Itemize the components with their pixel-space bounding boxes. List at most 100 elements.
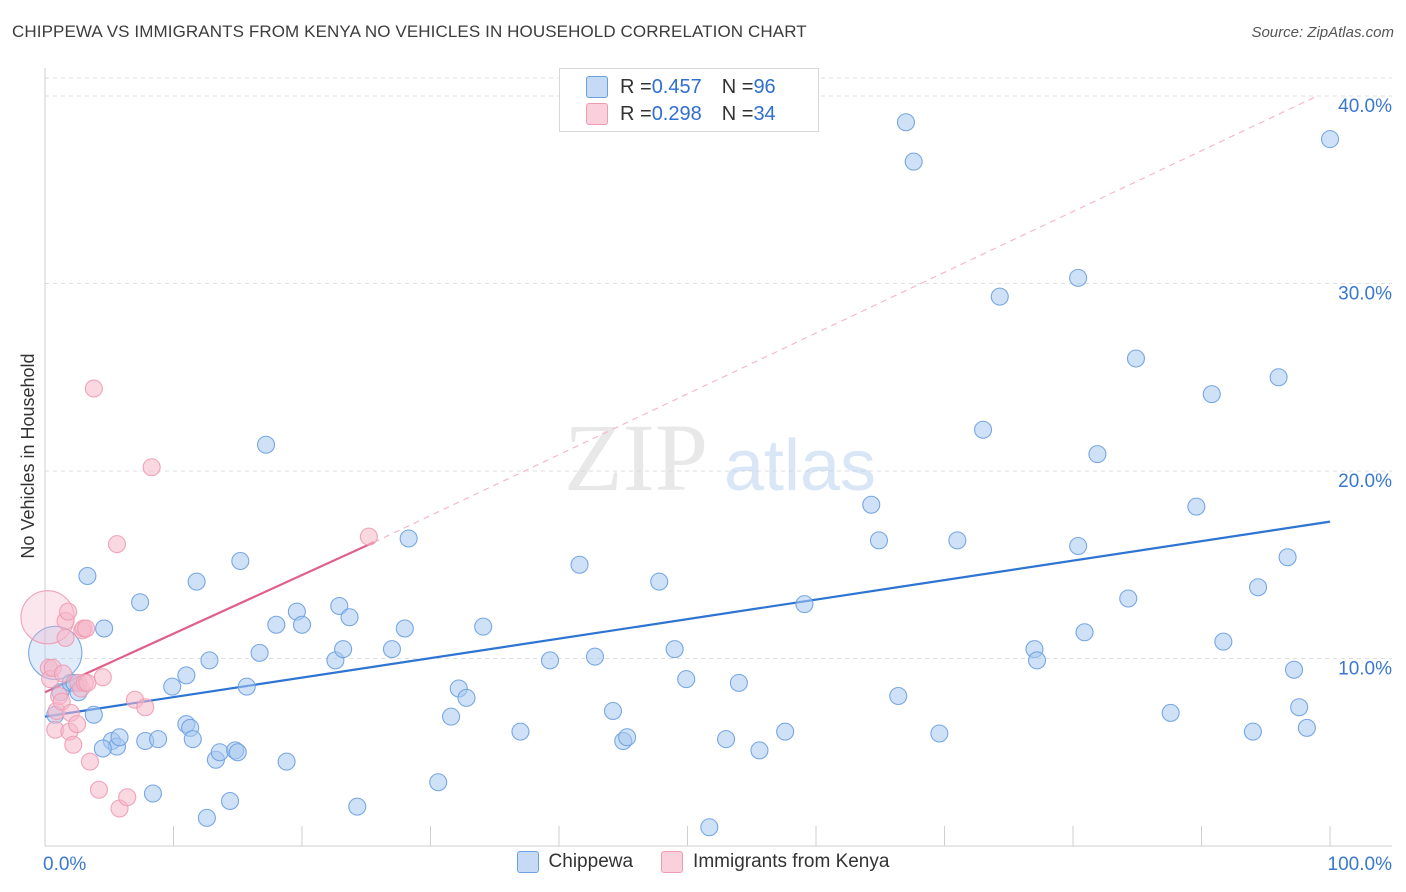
chippewa-point (143, 784, 162, 803)
chippewa-point (334, 640, 353, 659)
chippewa-point (618, 728, 637, 747)
chippewa-point (210, 743, 229, 762)
kenya-point (142, 458, 161, 477)
chippewa-point (340, 608, 359, 627)
chippewa-point (267, 615, 286, 634)
chippewa-point (149, 730, 168, 749)
kenya-point (80, 752, 100, 771)
x-tick-label: 0.0% (43, 854, 86, 875)
y-tick-label: 10.0% (1338, 659, 1392, 680)
chippewa-point (277, 752, 296, 771)
legend-r-value: 0.298 (651, 102, 702, 125)
chippewa-point (990, 287, 1009, 306)
kenya-point (78, 673, 97, 692)
chippewa-point (1214, 632, 1233, 651)
legend-swatch-kenya (586, 103, 608, 125)
chippewa-point (220, 791, 240, 811)
chippewa-point (231, 551, 250, 571)
series-swatch-kenya (661, 851, 684, 873)
chippewa-point (200, 651, 219, 670)
kenya-point (59, 602, 78, 621)
watermark-zip: ZIP (564, 404, 708, 511)
chippewa-point (889, 686, 908, 706)
kenya-point (53, 664, 73, 683)
chippewa-point (1297, 718, 1316, 737)
series-legend: Chippewa Immigrants from Kenya (0, 851, 1406, 873)
trend-line-extension-1 (373, 95, 1318, 543)
kenya-point (68, 715, 87, 734)
chippewa-point (795, 595, 814, 614)
kenya-point (77, 619, 96, 638)
watermark-atlas: atlas (724, 426, 876, 506)
chippewa-point (237, 677, 256, 696)
tick-labels: 10.0% 20.0% 30.0% 40.0% 0.0% 100.0% (43, 96, 1392, 875)
kenya-point (118, 788, 137, 807)
chippewa-point (228, 743, 247, 762)
chippewa-point (904, 152, 923, 171)
chippewa-point (948, 531, 967, 550)
chippewa-point (442, 707, 461, 726)
x-tick-label: 100.0% (1328, 854, 1393, 875)
kenya-point (56, 628, 75, 647)
chippewa-point (399, 529, 418, 548)
kenya-point (89, 780, 109, 799)
chippewa-point (110, 728, 129, 747)
chippewa-point (603, 701, 623, 721)
watermark: ZIP atlas (564, 404, 876, 511)
y-tick-label: 20.0% (1338, 471, 1392, 492)
kenya-point (107, 535, 127, 554)
trend-line-0 (44, 520, 1331, 718)
chippewa-point (250, 643, 269, 662)
chippewa-point (869, 531, 889, 550)
chippewa-point (973, 420, 993, 439)
chippewa-point (163, 677, 182, 696)
series-label-chippewa: Chippewa (548, 851, 634, 872)
chippewa-point (1161, 703, 1180, 722)
chippewa-point (1069, 268, 1088, 287)
chippewa-point (1290, 698, 1309, 717)
chippewa-point (395, 619, 414, 638)
trend-lines (44, 95, 1331, 718)
series-legend-chippewa: Chippewa (516, 851, 634, 873)
chippewa-point (187, 572, 206, 591)
chippewa-point (382, 640, 402, 659)
chippewa-point (1269, 368, 1288, 387)
kenya-point (84, 379, 103, 398)
legend-row-kenya: R = 0.298 N = 34 (586, 101, 776, 127)
chippewa-point (511, 722, 530, 741)
legend-n-value: 34 (753, 102, 776, 125)
legend-n-label: N = (721, 75, 754, 98)
chippewa-point (1126, 349, 1146, 368)
chippewa-point (1088, 445, 1107, 464)
chippewa-point (348, 797, 367, 816)
legend-swatch-chippewa (586, 76, 608, 98)
chippewa-point (1248, 578, 1268, 597)
chippewa-point (1069, 536, 1088, 556)
chippewa-point (457, 688, 476, 707)
legend: R = 0.457 N = 96 R = 0.298 N = 34 (559, 68, 819, 132)
chippewa-point (585, 647, 605, 666)
chippewa-point (131, 593, 150, 612)
chippewa-point (930, 724, 949, 743)
trend-line-1 (44, 541, 375, 694)
chippewa-point (78, 566, 97, 586)
chippewa-point (677, 670, 696, 689)
chippewa-point (716, 730, 736, 749)
chippewa-point (183, 730, 202, 749)
y-axis-label: No Vehicles in Household (18, 353, 38, 558)
chippewa-point (93, 739, 112, 758)
kenya-point (64, 735, 83, 754)
data-points (20, 113, 1340, 837)
chippewa-point (540, 651, 560, 670)
chippewa-point (256, 435, 276, 454)
chippewa-point (1278, 548, 1297, 567)
y-tick-label: 30.0% (1338, 284, 1392, 305)
chippewa-point (862, 495, 881, 514)
chippewa-point (1320, 130, 1340, 149)
legend-row-chippewa: R = 0.457 N = 96 (586, 74, 776, 100)
series-legend-kenya: Immigrants from Kenya (661, 851, 889, 873)
chippewa-point (729, 673, 748, 692)
series-swatch-chippewa (516, 851, 539, 873)
legend-r-value: 0.457 (651, 75, 702, 98)
